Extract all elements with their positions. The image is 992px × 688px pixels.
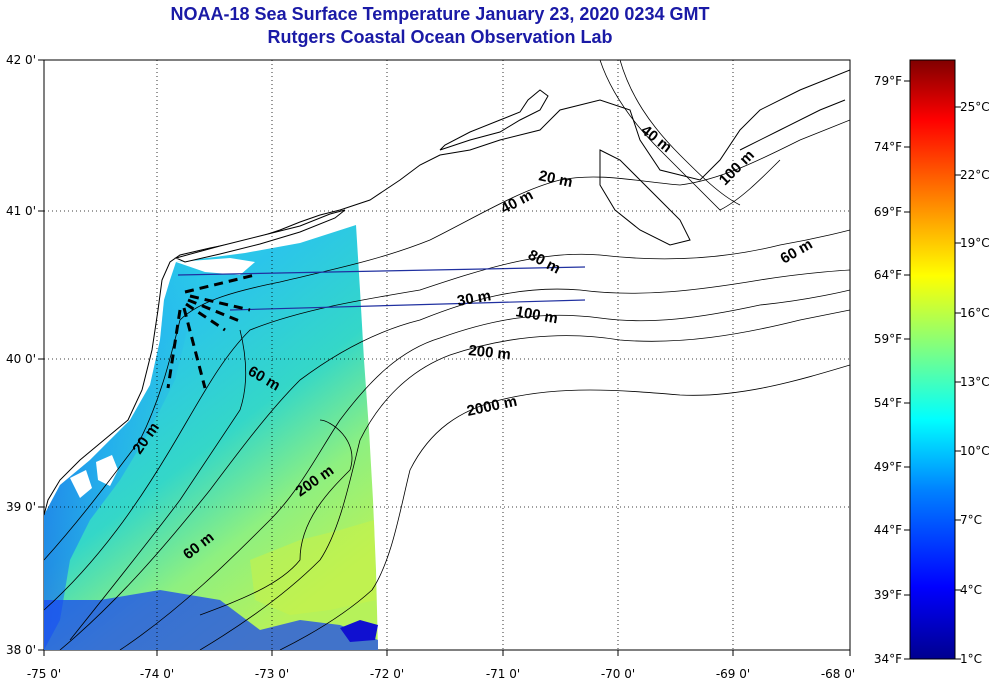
colorbar-c-label: 10°C — [960, 444, 990, 458]
sst-shelf-cold — [44, 590, 378, 650]
colorbar-f-label: 44°F — [874, 523, 902, 537]
lat-tick-label: 41 0' — [6, 204, 36, 218]
map-title: NOAA-18 Sea Surface Temperature January … — [170, 4, 710, 24]
colorbar-c-label: 7°C — [960, 513, 982, 527]
bathymetry-contours — [44, 60, 850, 650]
colorbar-f-label: 34°F — [874, 652, 902, 666]
colorbar-c-label: 1°C — [960, 652, 982, 666]
map-subtitle: Rutgers Coastal Ocean Observation Lab — [267, 27, 613, 47]
lon-tick-label: -73 0' — [255, 667, 289, 681]
colorbar-c-label: 19°C — [960, 236, 990, 250]
transect-line — [229, 299, 586, 311]
colorbar-f-label: 79°F — [874, 74, 902, 88]
transect-line — [177, 266, 586, 276]
long-island — [174, 209, 346, 263]
contour-label: 200 m — [468, 342, 512, 363]
colorbar-c-label: 4°C — [960, 583, 982, 597]
lon-tick-label: -71 0' — [486, 667, 520, 681]
lat-tick-label: 39 0' — [6, 500, 36, 514]
colorbar-f-label: 39°F — [874, 588, 902, 602]
lon-tick-label: -72 0' — [370, 667, 404, 681]
colorbar-f-label: 54°F — [874, 396, 902, 410]
lat-tick-label: 42 0' — [6, 53, 36, 67]
colorbar-f-label: 49°F — [874, 460, 902, 474]
lat-tick-label: 38 0' — [6, 643, 36, 657]
lon-tick-label: -69 0' — [716, 667, 750, 681]
lon-tick-label: -68 0' — [821, 667, 855, 681]
colorbar-c-label: 22°C — [960, 168, 990, 182]
colorbar-c-label: 16°C — [960, 306, 990, 320]
colorbar-f-label: 64°F — [874, 268, 902, 282]
colorbar-f-label: 74°F — [874, 140, 902, 154]
lon-tick-label: -70 0' — [601, 667, 635, 681]
contour-label: 20 m — [537, 167, 574, 191]
contour-label: 30 m — [456, 287, 493, 310]
colorbar-f-label: 59°F — [874, 332, 902, 346]
lon-tick-label: -74 0' — [140, 667, 174, 681]
lon-tick-label: -75 0' — [27, 667, 61, 681]
land — [44, 60, 850, 516]
colorbar-c-label: 25°C — [960, 100, 990, 114]
lat-tick-label: 40 0' — [6, 352, 36, 366]
sst-warm-patch — [250, 520, 376, 615]
colorbar-f-label: 69°F — [874, 205, 902, 219]
colorbar — [909, 59, 956, 660]
colorbar-c-label: 13°C — [960, 375, 990, 389]
dashed-lines — [166, 273, 256, 389]
